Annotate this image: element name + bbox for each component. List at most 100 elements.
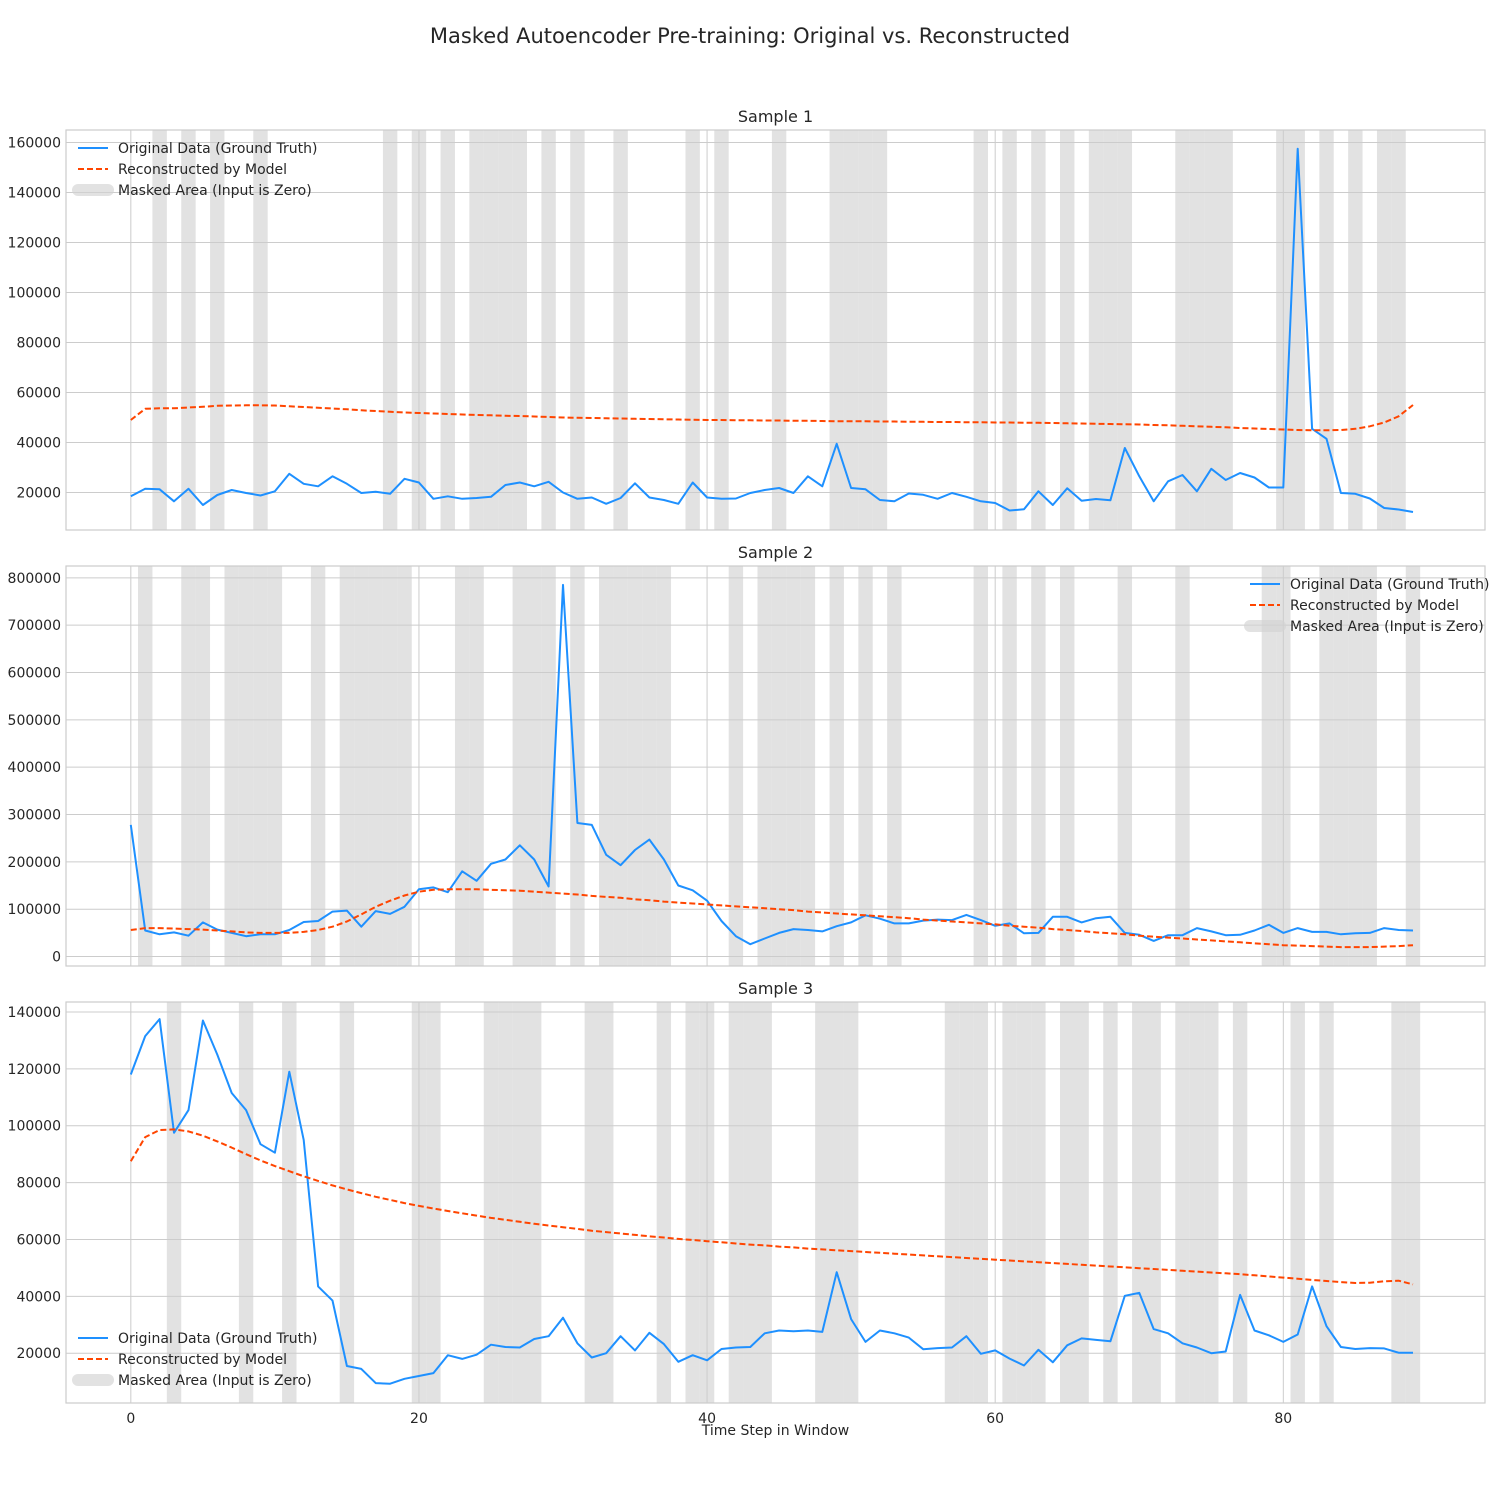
y-tick-label: 0: [52, 950, 61, 966]
masked-span: [944, 1002, 960, 1403]
masked-span: [1290, 1002, 1305, 1403]
masked-span: [829, 566, 844, 966]
y-tick-label: 60000: [16, 386, 61, 402]
legend: Original Data (Ground Truth) Reconstructe…: [72, 141, 317, 199]
x-tick-label: 40: [698, 1411, 716, 1427]
masked-span: [181, 566, 196, 966]
y-tick-label: 80000: [16, 1176, 61, 1192]
y-tick-label: 100000: [8, 286, 61, 302]
masked-span: [1261, 566, 1277, 966]
masked-span: [224, 566, 239, 966]
y-tick-label: 40000: [16, 1289, 61, 1305]
masked-span: [1117, 130, 1133, 530]
masked-span: [1132, 1002, 1147, 1403]
figure-title: Masked Autoencoder Pre-training: Origina…: [429, 24, 1071, 48]
reconstructed-series-line: [129, 1128, 1414, 1286]
masked-span: [843, 130, 859, 530]
masked-span: [1002, 566, 1017, 966]
y-tick-label: 800000: [8, 571, 61, 587]
legend-label: Original Data (Ground Truth): [118, 141, 317, 157]
masked-span: [1031, 1002, 1046, 1403]
masked-span: [1405, 1002, 1421, 1403]
masked-span: [310, 566, 326, 966]
masked-span: [642, 566, 657, 966]
masked-span: [1348, 130, 1363, 530]
masked-span: [1204, 130, 1219, 530]
masked-span: [469, 130, 484, 530]
legend-label: Original Data (Ground Truth): [118, 1331, 317, 1347]
masked-span: [887, 566, 902, 966]
y-tick-label: 60000: [16, 1232, 61, 1248]
masked-span: [1175, 1002, 1190, 1403]
masked-span: [1146, 1002, 1161, 1403]
masked-span: [483, 130, 499, 530]
masked-span: [1074, 1002, 1089, 1403]
legend-label: Masked Area (Input is Zero): [118, 183, 312, 199]
masked-span: [512, 1002, 527, 1403]
subplot-2: 0 100000 200000 300000 400000 500000 600000 700…: [8, 543, 1489, 967]
masked-span: [152, 130, 167, 530]
y-tick-label: 20000: [16, 486, 61, 502]
masked-span: [1060, 1002, 1075, 1403]
masked-span: [426, 1002, 441, 1403]
masked-span: [1088, 130, 1104, 530]
masked-span: [858, 130, 873, 530]
masked-span: [138, 566, 153, 966]
masked-span: [1175, 566, 1190, 966]
reconstructed-series-line: [130, 404, 1414, 432]
masked-span: [1319, 130, 1334, 530]
masked-span: [1319, 1002, 1334, 1403]
x-axis-label: Time Step in Window: [701, 1423, 850, 1439]
masked-span: [1189, 1002, 1205, 1403]
masked-span: [210, 130, 225, 530]
masked-span: [685, 1002, 700, 1403]
masked-span: [498, 130, 513, 530]
subplot-1: 20000 40000 60000 80000 100000 120000 140000 16…: [8, 107, 1486, 531]
masked-span: [584, 1002, 600, 1403]
masked-span: [656, 1002, 672, 1403]
masked-span: [339, 566, 355, 966]
masked-span: [771, 566, 787, 966]
y-tick-label: 120000: [8, 1062, 61, 1078]
masked-span: [570, 566, 585, 966]
masked-span: [1060, 130, 1075, 530]
masked-span: [685, 130, 700, 530]
masked-span: [1204, 1002, 1219, 1403]
masked-span: [959, 1002, 974, 1403]
masked-span: [1016, 1002, 1032, 1403]
legend-mask-swatch: [72, 184, 114, 196]
subplot-title: Sample 1: [738, 107, 813, 126]
masked-span: [1348, 566, 1363, 966]
masked-span: [757, 1002, 772, 1403]
masked-span: [382, 130, 398, 530]
masked-span: [627, 566, 643, 966]
legend-label: Reconstructed by Model: [1290, 598, 1459, 614]
masked-span: [1002, 130, 1017, 530]
legend-mask-swatch: [72, 1374, 114, 1386]
original-series-line: [129, 1018, 1413, 1385]
masked-span: [800, 566, 816, 966]
masked-span: [1103, 1002, 1118, 1403]
legend-label: Original Data (Ground Truth): [1290, 577, 1489, 593]
masked-span: [843, 1002, 859, 1403]
y-tick-label: 160000: [8, 136, 61, 152]
masked-span: [757, 566, 772, 966]
y-tick-label: 700000: [8, 618, 61, 634]
legend-mask-swatch: [1244, 620, 1286, 632]
masked-span: [1002, 1002, 1017, 1403]
legend: Original Data (Ground Truth) Reconstructe…: [1244, 577, 1489, 635]
masked-span: [1218, 130, 1233, 530]
masked-span: [973, 566, 988, 966]
legend-label: Reconstructed by Model: [118, 1352, 287, 1368]
masked-span: [541, 566, 556, 966]
masked-span: [858, 566, 873, 966]
masked-span: [656, 566, 672, 966]
plot-frame: [65, 1001, 1486, 1404]
masked-span: [1103, 130, 1118, 530]
legend-label: Reconstructed by Model: [118, 162, 287, 178]
masked-span: [1060, 566, 1075, 966]
masked-span: [872, 130, 888, 530]
masked-span: [181, 130, 196, 530]
masked-span: [1391, 1002, 1406, 1403]
